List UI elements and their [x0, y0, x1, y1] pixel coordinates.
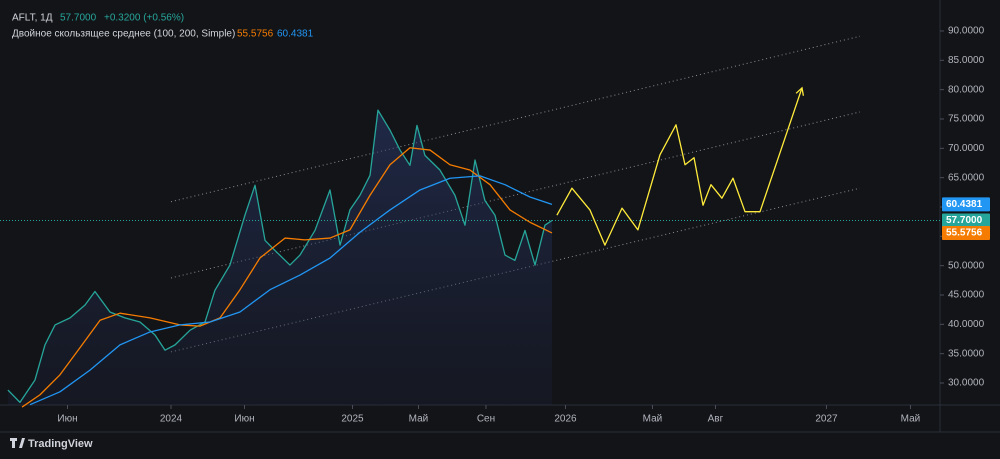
series-line: [556, 87, 803, 246]
y-tick-label: 30.0000: [948, 378, 985, 389]
x-tick-label: 2027: [815, 414, 838, 425]
price-label-box: [942, 225, 990, 240]
price-label-box: [942, 213, 990, 228]
x-tick-label: Авг: [708, 414, 724, 425]
y-tick-label: 75.0000: [948, 114, 985, 125]
ma100-value: 55.5756: [237, 29, 274, 40]
series-line: [29, 175, 553, 406]
x-tick-label: Май: [901, 414, 921, 425]
price-label-box: [942, 197, 990, 212]
ticker: AFLT, 1Д: [12, 13, 53, 24]
y-tick-label: 90.0000: [948, 26, 985, 37]
series-line: [21, 147, 553, 408]
header: AFLT, 1Д 57.7000 +0.3200 (+0.56%) Двойно…: [12, 13, 314, 40]
x-tick-label: Май: [409, 414, 429, 425]
last-price: 57.7000: [60, 13, 97, 24]
y-tick-label: 65.0000: [948, 172, 985, 183]
series-line: [7, 109, 553, 404]
logo-icon: [10, 438, 25, 448]
y-tick-label: 40.0000: [948, 319, 985, 330]
plot: [0, 35, 940, 408]
x-tick-label: 2024: [160, 414, 183, 425]
logo: TradingView: [10, 438, 93, 450]
y-tick-label: 70.0000: [948, 143, 985, 154]
change: +0.3200 (+0.56%): [104, 13, 184, 24]
y-tick-label: 85.0000: [948, 55, 985, 66]
price-label: 60.4381: [946, 199, 983, 210]
indicator: Двойное скользящее среднее (100, 200, Si…: [12, 29, 235, 40]
y-tick-label: 35.0000: [948, 348, 985, 359]
x-tick-label: Июн: [234, 414, 254, 425]
x-tick-label: 2026: [554, 414, 577, 425]
y-tick-label: 80.0000: [948, 84, 985, 95]
x-tick-label: Сен: [477, 414, 495, 425]
arrow-head: [795, 86, 805, 96]
y-tick-label: 45.0000: [948, 290, 985, 301]
price-label: 55.5756: [946, 228, 983, 239]
ma200-value: 60.4381: [277, 29, 314, 40]
price-label: 57.7000: [946, 215, 983, 226]
y-tick-label: 50.0000: [948, 260, 985, 271]
x-tick-label: 2025: [341, 414, 364, 425]
x-tick-label: Июн: [57, 414, 77, 425]
x-tick-label: Май: [643, 414, 663, 425]
brand: TradingView: [28, 438, 93, 450]
price-area: [7, 110, 552, 405]
